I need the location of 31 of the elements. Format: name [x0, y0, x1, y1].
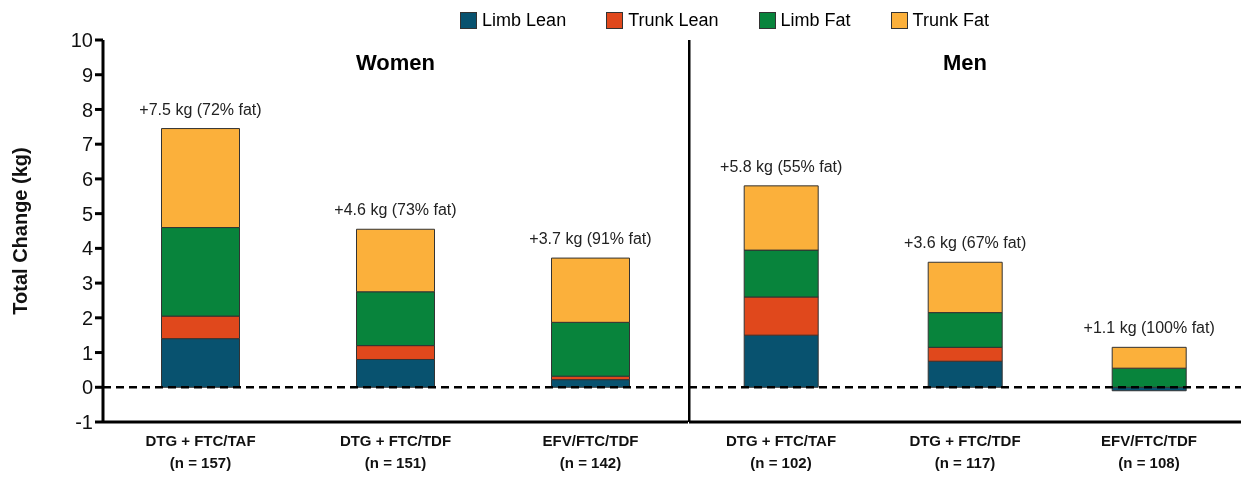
- legend-label: Trunk Fat: [912, 9, 989, 31]
- y-tick-label: 6: [81, 168, 93, 191]
- y-tick-label: 2: [81, 306, 93, 329]
- total-label: +7.5 kg (72% fat): [139, 100, 262, 118]
- y-axis-title: Total Change (kg): [9, 147, 32, 315]
- y-tick-label: 5: [81, 202, 93, 225]
- y-tick-label: 7: [81, 133, 93, 156]
- legend-label: Limb Fat: [780, 9, 851, 31]
- total-label: +3.7 kg (91% fat): [529, 230, 652, 248]
- x-tick-label: EFV/FTC/TDF (n = 108): [1101, 432, 1197, 471]
- x-tick-label: DTG + FTC/TAF (n = 102): [725, 432, 837, 471]
- y-tick-label: 9: [81, 63, 93, 86]
- total-label: +5.8 kg (55% fat): [720, 157, 843, 175]
- total-label: +1.1 kg (100% fat): [1083, 319, 1215, 337]
- y-tick-label: 3: [81, 272, 93, 295]
- total-label: +4.6 kg (73% fat): [334, 201, 457, 219]
- x-tick-label: DTG + FTC/TDF (n = 117): [909, 432, 1021, 471]
- y-tick-label: 8: [81, 98, 93, 121]
- y-tick-label: 1: [81, 341, 93, 364]
- total-label: +3.6 kg (67% fat): [904, 234, 1027, 252]
- legend-label: Trunk Lean: [628, 9, 719, 31]
- x-tick-label: EFV/FTC/TDF (n = 142): [542, 432, 639, 471]
- y-tick-label: 10: [70, 29, 93, 52]
- y-tick-label: -1: [75, 411, 93, 434]
- text: Women: [354, 50, 436, 76]
- y-tick-label: 4: [81, 237, 93, 260]
- x-tick-label: DTG + FTC/TAF (n = 157): [145, 432, 256, 471]
- legend-label: Limb Lean: [482, 9, 567, 31]
- text: Men: [942, 50, 988, 76]
- y-tick-label: 0: [81, 376, 93, 399]
- x-tick-label: DTG + FTC/TDF (n = 151): [339, 432, 452, 471]
